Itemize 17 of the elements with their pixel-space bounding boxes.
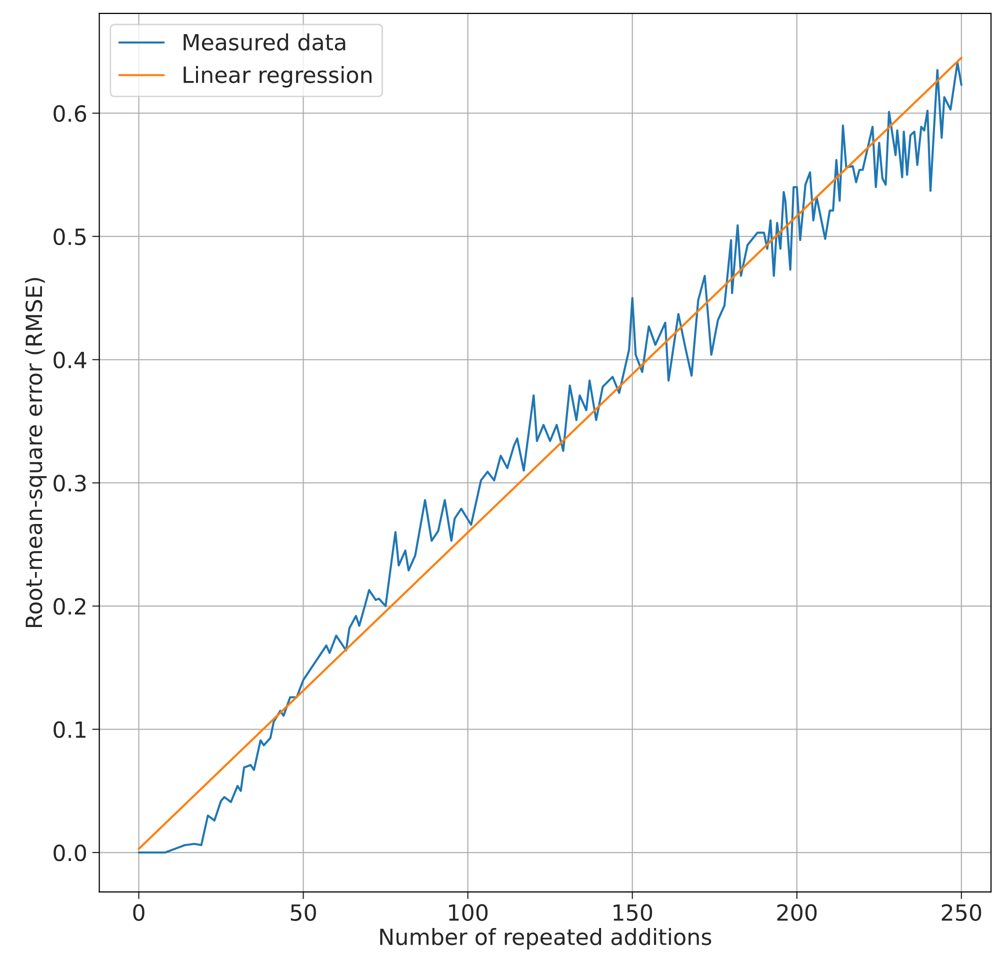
x-tick-label: 50 [290,904,316,921]
legend-label: Linear regression [184,66,372,88]
y-tick-label: 0.2 [54,598,86,615]
y-tick-label: 0.3 [54,474,86,492]
x-tick-label: 150 [614,904,652,921]
y-tick-label: 0.5 [54,228,86,246]
y-tick-label: 0.0 [54,844,86,862]
x-axis-title: Number of repeated additions [380,928,712,950]
y-tick-label: 0.6 [54,105,86,122]
y-axis-title: Root-mean-square error (RMSE) [25,278,47,628]
x-tick-label: 100 [449,904,488,921]
legend-label: Measured data [184,33,346,51]
x-tick-label: 200 [777,904,817,921]
x-tick-label: 250 [942,904,982,921]
y-tick-label: 0.1 [54,721,86,738]
y-tick-label: 0.4 [54,352,86,368]
x-tick-label: 0 [133,904,144,921]
